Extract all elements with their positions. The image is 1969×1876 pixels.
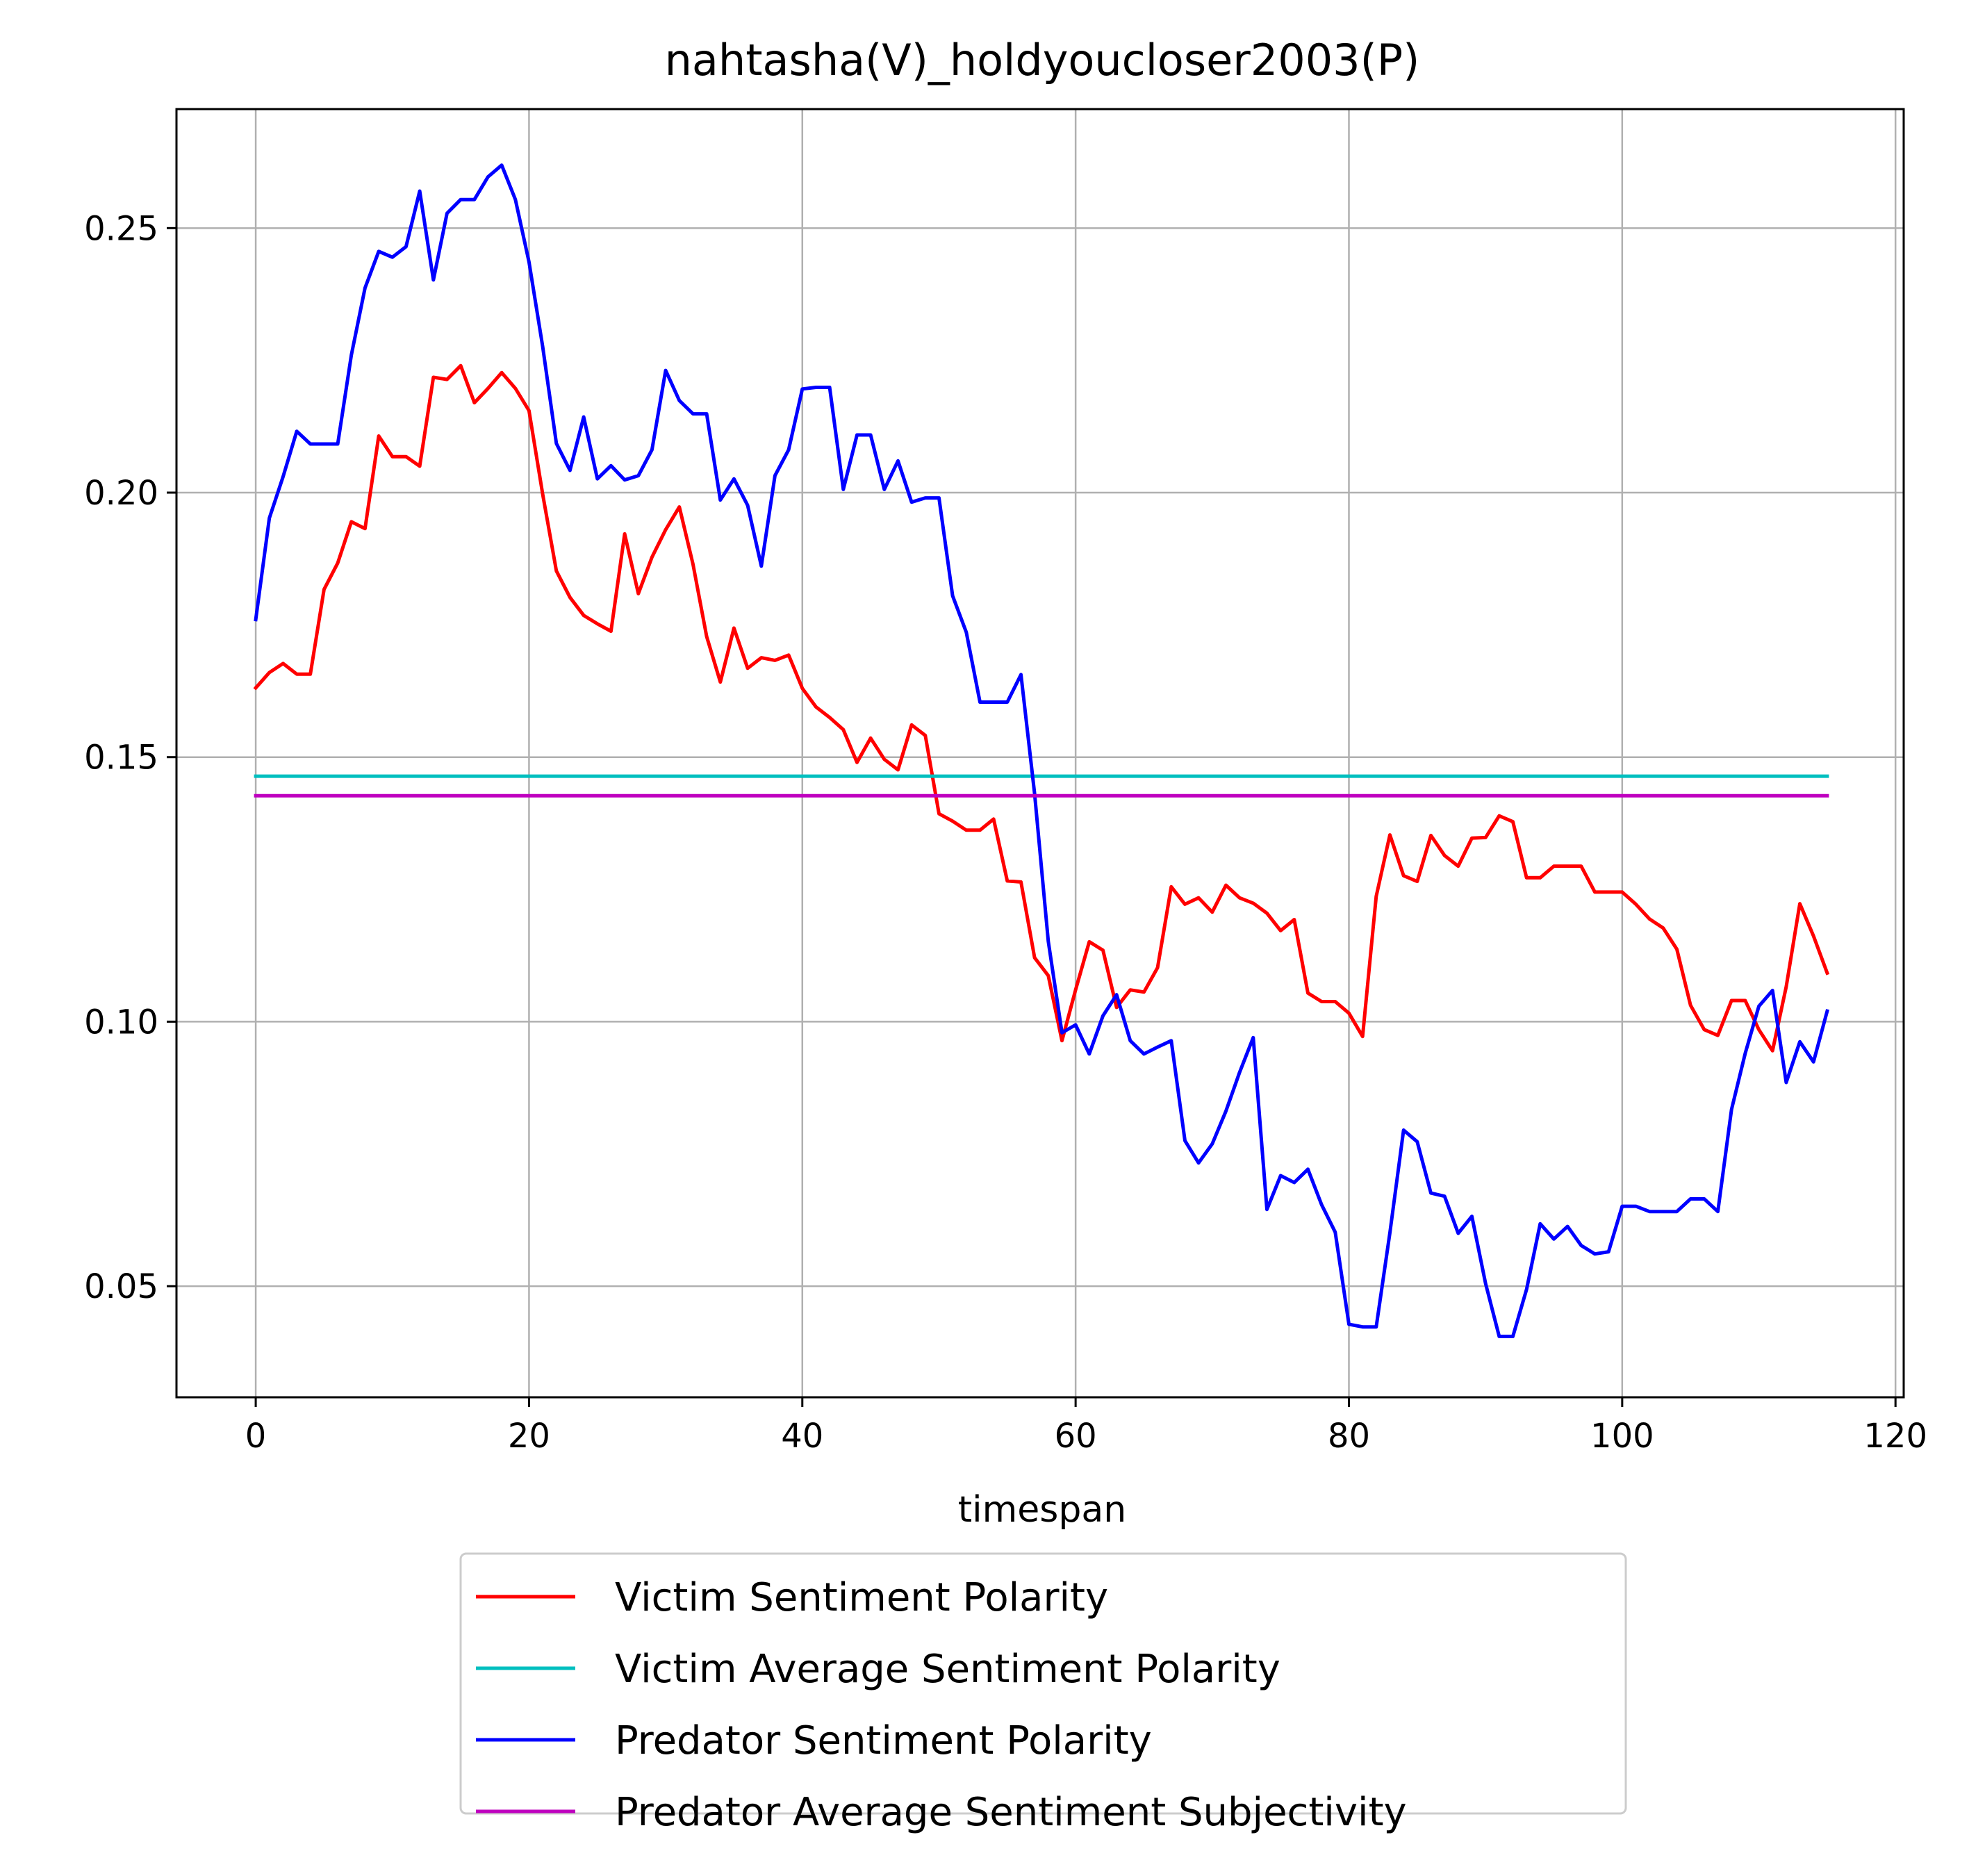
legend: Victim Sentiment Polarity Victim Average … — [459, 1552, 1627, 1835]
x-tick-label: 40 — [781, 1417, 823, 1456]
chart-title: nahtasha(V)_holdyoucloser2003(P) — [665, 35, 1420, 85]
legend-label: Predator Average Sentiment Subjectivity — [615, 1790, 1407, 1835]
legend-label: Predator Sentiment Polarity — [615, 1718, 1152, 1763]
plot-frame — [175, 108, 1905, 1399]
legend-box — [459, 1552, 1627, 1815]
x-tick-label: 0 — [245, 1417, 267, 1456]
x-tick-label: 100 — [1590, 1417, 1654, 1456]
y-tick-label: 0.15 — [84, 739, 158, 777]
x-tick-label: 80 — [1328, 1417, 1370, 1456]
legend-item-victim-average-polarity: Victim Average Sentiment Polarity — [476, 1647, 1280, 1692]
predator-polarity-line — [254, 163, 1829, 1338]
legend-item-predator-polarity: Predator Sentiment Polarity — [476, 1718, 1152, 1763]
y-tick-label: 0.05 — [84, 1267, 158, 1306]
axis-ticks: 0 20 40 60 80 100 120 0.05 0.10 0.15 0.20 0.25 — [84, 209, 1927, 1456]
x-axis-label: timespan — [958, 1489, 1126, 1531]
x-tick-label: 60 — [1055, 1417, 1097, 1456]
y-tick-label: 0.10 — [84, 1003, 158, 1042]
legend-label: Victim Sentiment Polarity — [615, 1575, 1108, 1620]
x-tick-label: 20 — [508, 1417, 550, 1456]
x-tick-label: 120 — [1863, 1417, 1927, 1456]
y-tick-label: 0.20 — [84, 474, 158, 513]
grid-lines — [176, 109, 1904, 1397]
y-tick-label: 0.25 — [84, 209, 158, 248]
legend-label: Victim Average Sentiment Polarity — [615, 1647, 1280, 1692]
legend-item-victim-polarity: Victim Sentiment Polarity — [476, 1575, 1108, 1620]
legend-item-predator-average-subjectivity: Predator Average Sentiment Subjectivity — [476, 1790, 1407, 1835]
victim-polarity-line — [253, 363, 1830, 1053]
series-lines — [253, 163, 1830, 1338]
